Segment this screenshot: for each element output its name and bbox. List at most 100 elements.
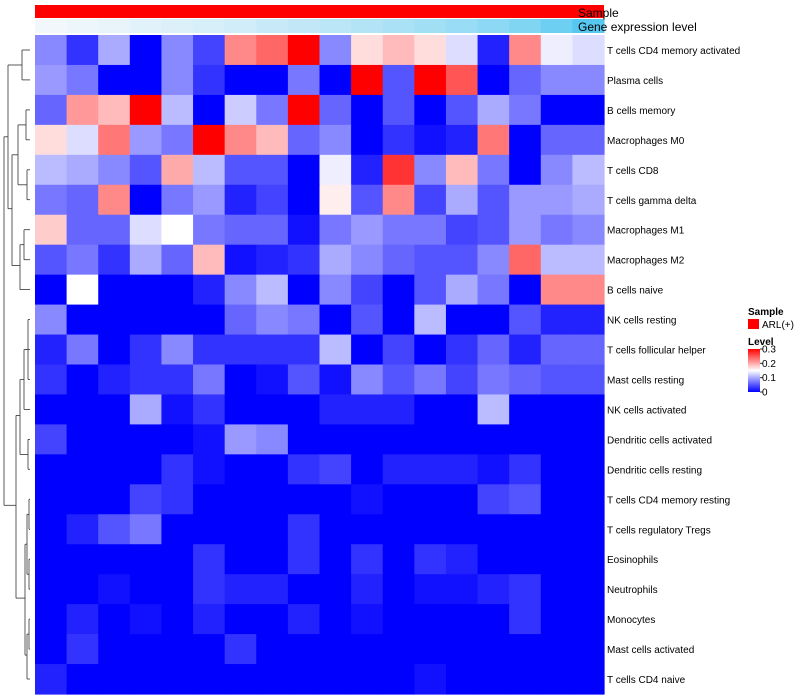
heatmap-cell — [509, 604, 542, 635]
heatmap-cell — [351, 274, 384, 306]
heatmap-cell — [224, 274, 257, 306]
heatmap-cell — [161, 64, 194, 96]
heatmap-cell — [351, 124, 384, 156]
heatmap-cell — [224, 634, 257, 665]
legend: Sample ARL(+) Level 0.3 0.2 0.1 0 — [748, 307, 794, 399]
heatmap-cell — [509, 544, 542, 575]
expression-annotation-cell — [66, 19, 99, 33]
row-label: T cells CD4 memory resting — [607, 495, 730, 506]
heatmap-cell — [445, 94, 479, 126]
heatmap-cell — [35, 94, 68, 126]
heatmap-cell — [161, 124, 194, 156]
heatmap-cell — [129, 184, 163, 216]
heatmap-cell — [445, 334, 479, 366]
heatmap-cell — [256, 214, 289, 246]
heatmap-cell — [477, 35, 510, 66]
heatmap-cell — [224, 304, 257, 336]
heatmap-cell — [35, 274, 68, 306]
row-label: T cells CD4 naive — [607, 675, 686, 686]
heatmap-cell — [66, 334, 99, 366]
expression-annotation-cell — [509, 19, 542, 33]
legend-level-title: Level — [748, 337, 774, 348]
heatmap-cell — [477, 634, 510, 665]
heatmap-cell — [35, 334, 68, 366]
heatmap-cell — [351, 154, 384, 186]
heatmap-cell — [509, 454, 542, 485]
heatmap-cell — [445, 64, 479, 96]
heatmap-cell — [382, 604, 415, 635]
heatmap-cell — [98, 154, 131, 186]
heatmap-cell — [193, 664, 226, 695]
heatmap-cell — [445, 664, 479, 695]
heatmap-cell — [66, 64, 99, 96]
heatmap-cell — [540, 544, 573, 575]
heatmap-cell — [477, 244, 510, 276]
heatmap-cell — [382, 634, 415, 665]
heatmap-cell — [382, 334, 415, 366]
heatmap-cell — [477, 64, 510, 96]
heatmap-cell — [351, 184, 384, 216]
heatmap-cell — [193, 64, 226, 96]
heatmap-cell — [319, 574, 352, 605]
heatmap-cell — [256, 634, 289, 665]
heatmap-cell — [382, 64, 415, 96]
row-label: Eosinophils — [607, 555, 658, 566]
heatmap-cell — [256, 35, 289, 66]
heatmap-cell — [572, 304, 605, 336]
heatmap-cell — [540, 664, 573, 695]
row-label: Mast cells activated — [607, 645, 694, 656]
heatmap-cell — [540, 94, 573, 126]
heatmap-cell — [287, 274, 321, 306]
heatmap-cell — [193, 154, 226, 186]
expression-annotation-cell — [98, 19, 131, 33]
expression-annotation-cell — [540, 19, 573, 33]
heatmap-cell — [98, 334, 131, 366]
heatmap-cell — [382, 274, 415, 306]
heatmap-cell — [66, 124, 99, 156]
row-label: B cells naive — [607, 286, 664, 297]
heatmap-cell — [224, 574, 257, 605]
heatmap-cell — [572, 544, 605, 575]
heatmap-cell — [445, 274, 479, 306]
heatmap-cell — [98, 64, 131, 96]
row-label: NK cells resting — [607, 316, 676, 327]
heatmap-cell — [98, 634, 131, 665]
heatmap-cell — [477, 184, 510, 216]
heatmap-cell — [224, 424, 257, 455]
heatmap-cell — [445, 35, 479, 66]
heatmap-cell — [287, 94, 321, 126]
heatmap-cell — [161, 94, 194, 126]
heatmap-cell — [224, 514, 257, 545]
heatmap-cell — [382, 424, 415, 455]
heatmap-cell — [509, 64, 542, 96]
heatmap-cell — [509, 274, 542, 306]
heatmap-cell — [129, 424, 163, 455]
heatmap-cell — [129, 664, 163, 695]
heatmap-cell — [572, 514, 605, 545]
heatmap-cell — [287, 454, 321, 485]
heatmap-cell — [161, 454, 194, 485]
heatmap-cell — [382, 124, 415, 156]
heatmap-cell — [414, 244, 447, 276]
heatmap-cell — [414, 304, 447, 336]
row-labels: T cells CD4 memory activated Plasma cells… — [607, 46, 740, 686]
heatmap-cell — [224, 214, 257, 246]
heatmap-cell — [224, 394, 257, 425]
heatmap-cell — [540, 244, 573, 276]
heatmap-cell — [572, 574, 605, 605]
heatmap-cell — [129, 484, 163, 515]
heatmap-cell — [445, 124, 479, 156]
heatmap-cell — [382, 244, 415, 276]
heatmap-cell — [445, 424, 479, 455]
heatmap-cell — [351, 334, 384, 366]
heatmap-cell — [414, 424, 447, 455]
heatmap-cell — [414, 574, 447, 605]
heatmap-cell — [256, 364, 289, 396]
legend-tick-label: 0.3 — [762, 345, 776, 356]
heatmap-cell — [66, 94, 99, 126]
heatmap-cell — [540, 514, 573, 545]
heatmap-cell — [540, 184, 573, 216]
heatmap-cell — [572, 664, 605, 695]
heatmap-cell — [35, 304, 68, 336]
